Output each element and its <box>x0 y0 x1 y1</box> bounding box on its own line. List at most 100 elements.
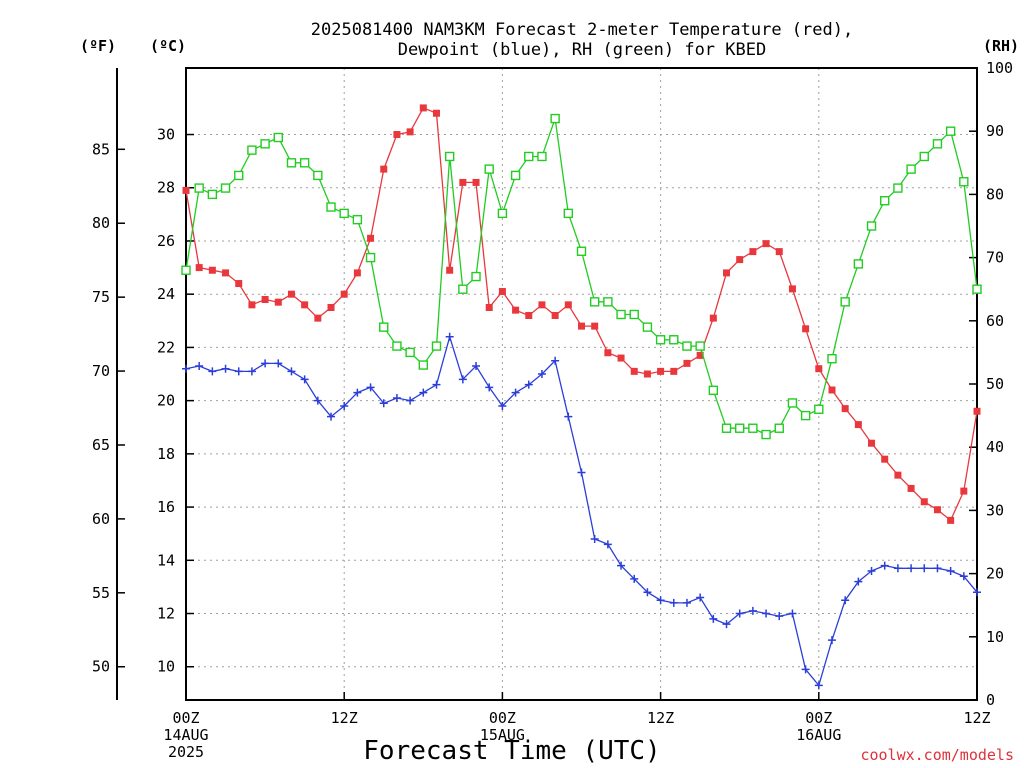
rh-point-26 <box>524 151 534 162</box>
chart-title: 2025081400 NAM3KM Forecast 2-meter Tempe… <box>311 20 853 60</box>
series-rh <box>181 113 982 440</box>
rh-point-37 <box>669 335 679 345</box>
rh-point-33 <box>616 309 626 320</box>
dewpoint-point-46 <box>788 609 797 618</box>
dewpoint-point-42 <box>735 609 744 618</box>
rh-point-48 <box>814 404 824 414</box>
x-axis-label: Forecast Time (UTC) <box>363 736 660 766</box>
dewpoint-point-20 <box>445 332 454 341</box>
temperature-point-43 <box>749 248 757 256</box>
temperature-point-20 <box>446 266 454 274</box>
temperature-point-55 <box>907 484 915 492</box>
time-tick-label-0-2: 2025 <box>168 743 204 761</box>
temperature-point-16 <box>393 131 401 139</box>
rh-point-28 <box>550 113 560 124</box>
temperature-point-13 <box>353 269 361 277</box>
temperature-point-31 <box>591 322 599 330</box>
dewpoint-point-56 <box>920 564 929 573</box>
time-tick-label-24-0: 00Z <box>489 709 516 727</box>
temperature-point-51 <box>854 421 862 429</box>
time-tick-label-48-1: 16AUG <box>796 726 841 744</box>
chart-title-line-2: Dewpoint (blue), RH (green) for KBED <box>398 40 766 60</box>
dewpoint-point-23 <box>485 383 494 392</box>
rh-point-3 <box>220 183 231 193</box>
dewpoint-point-37 <box>669 598 678 607</box>
rh-tick-label-20: 20 <box>986 565 1004 583</box>
rh-tick-label-80: 80 <box>986 185 1004 203</box>
temperature-point-33 <box>617 354 625 362</box>
dewpoint-point-48 <box>814 681 823 690</box>
dewpoint-point-5 <box>247 367 256 376</box>
dewpoint-point-1 <box>195 362 204 371</box>
rh-point-47 <box>800 410 811 421</box>
rh-point-40 <box>708 385 719 396</box>
rh-tick-label-40: 40 <box>986 438 1004 456</box>
dewpoint-point-35 <box>643 588 652 597</box>
celsius-tick-label-20: 20 <box>157 392 175 410</box>
rh-point-22 <box>471 271 481 282</box>
temperature-point-24 <box>498 288 506 296</box>
series-dewpoint <box>182 332 981 690</box>
rh-point-51 <box>853 259 864 269</box>
celsius-tick-label-14: 14 <box>157 551 175 569</box>
temperature-point-3 <box>222 269 230 277</box>
dewpoint-point-17 <box>406 396 415 405</box>
temperature-point-41 <box>723 269 731 277</box>
rh-point-4 <box>234 170 244 181</box>
fahrenheit-tick-label-70: 70 <box>92 362 110 380</box>
temperature-point-57 <box>933 506 941 514</box>
rh-point-15 <box>379 322 389 332</box>
celsius-tick-label-10: 10 <box>157 658 175 676</box>
rh-point-1 <box>194 183 204 193</box>
rh-tick-label-10: 10 <box>986 628 1004 646</box>
dewpoint-point-51 <box>854 577 863 586</box>
rh-point-14 <box>365 252 376 263</box>
rh-point-36 <box>655 335 666 345</box>
time-tick-label-12-0: 12Z <box>331 709 358 727</box>
temperature-point-19 <box>432 109 440 117</box>
temperature-point-28 <box>551 311 559 319</box>
celsius-axis: 10 12 14 16 18 20 22 24 26 28 30 <box>157 126 194 676</box>
rh-point-7 <box>273 132 283 143</box>
celsius-tick-label-26: 26 <box>157 232 175 250</box>
rh-point-27 <box>537 151 547 162</box>
rh-point-30 <box>576 246 587 256</box>
rh-point-46 <box>787 398 798 408</box>
dewpoint-point-19 <box>432 380 441 389</box>
rh-tick-label-50: 50 <box>986 375 1004 393</box>
dewpoint-point-0 <box>182 364 190 373</box>
temperature-point-21 <box>459 178 467 186</box>
dewpoint-point-3 <box>221 364 230 373</box>
fahrenheit-tick-label-75: 75 <box>92 288 110 306</box>
rh-point-50 <box>840 297 850 307</box>
temperature-point-25 <box>512 306 520 314</box>
rh-point-10 <box>313 170 323 181</box>
source-credit: coolwx.com/models <box>860 746 1014 764</box>
temperature-point-40 <box>709 314 717 322</box>
rh-point-16 <box>392 341 402 351</box>
temperature-point-39 <box>696 351 704 359</box>
temperature-point-8 <box>287 290 295 298</box>
rh-point-23 <box>484 164 494 174</box>
rh-point-55 <box>906 164 916 174</box>
dewpoint-point-14 <box>366 383 375 392</box>
dewpoint-point-41 <box>722 620 731 629</box>
celsius-tick-label-12: 12 <box>157 605 175 623</box>
rh-point-12 <box>339 208 349 219</box>
temperature-point-22 <box>472 178 480 186</box>
rh-point-34 <box>629 309 639 320</box>
dewpoint-point-16 <box>392 393 401 402</box>
temperature-point-34 <box>630 367 638 375</box>
rh-axis: 0 10 20 30 40 50 60 70 80 90 100 <box>969 59 1013 709</box>
dewpoint-point-28 <box>551 356 560 365</box>
dewpoint-point-57 <box>933 564 942 573</box>
rh-point-21 <box>458 284 468 294</box>
rh-tick-label-70: 70 <box>986 249 1004 267</box>
dewpoint-point-45 <box>775 612 784 621</box>
rh-point-60 <box>972 284 982 294</box>
dewpoint-point-6 <box>261 359 270 368</box>
dewpoint-point-10 <box>313 396 322 405</box>
temperature-point-30 <box>578 322 585 330</box>
